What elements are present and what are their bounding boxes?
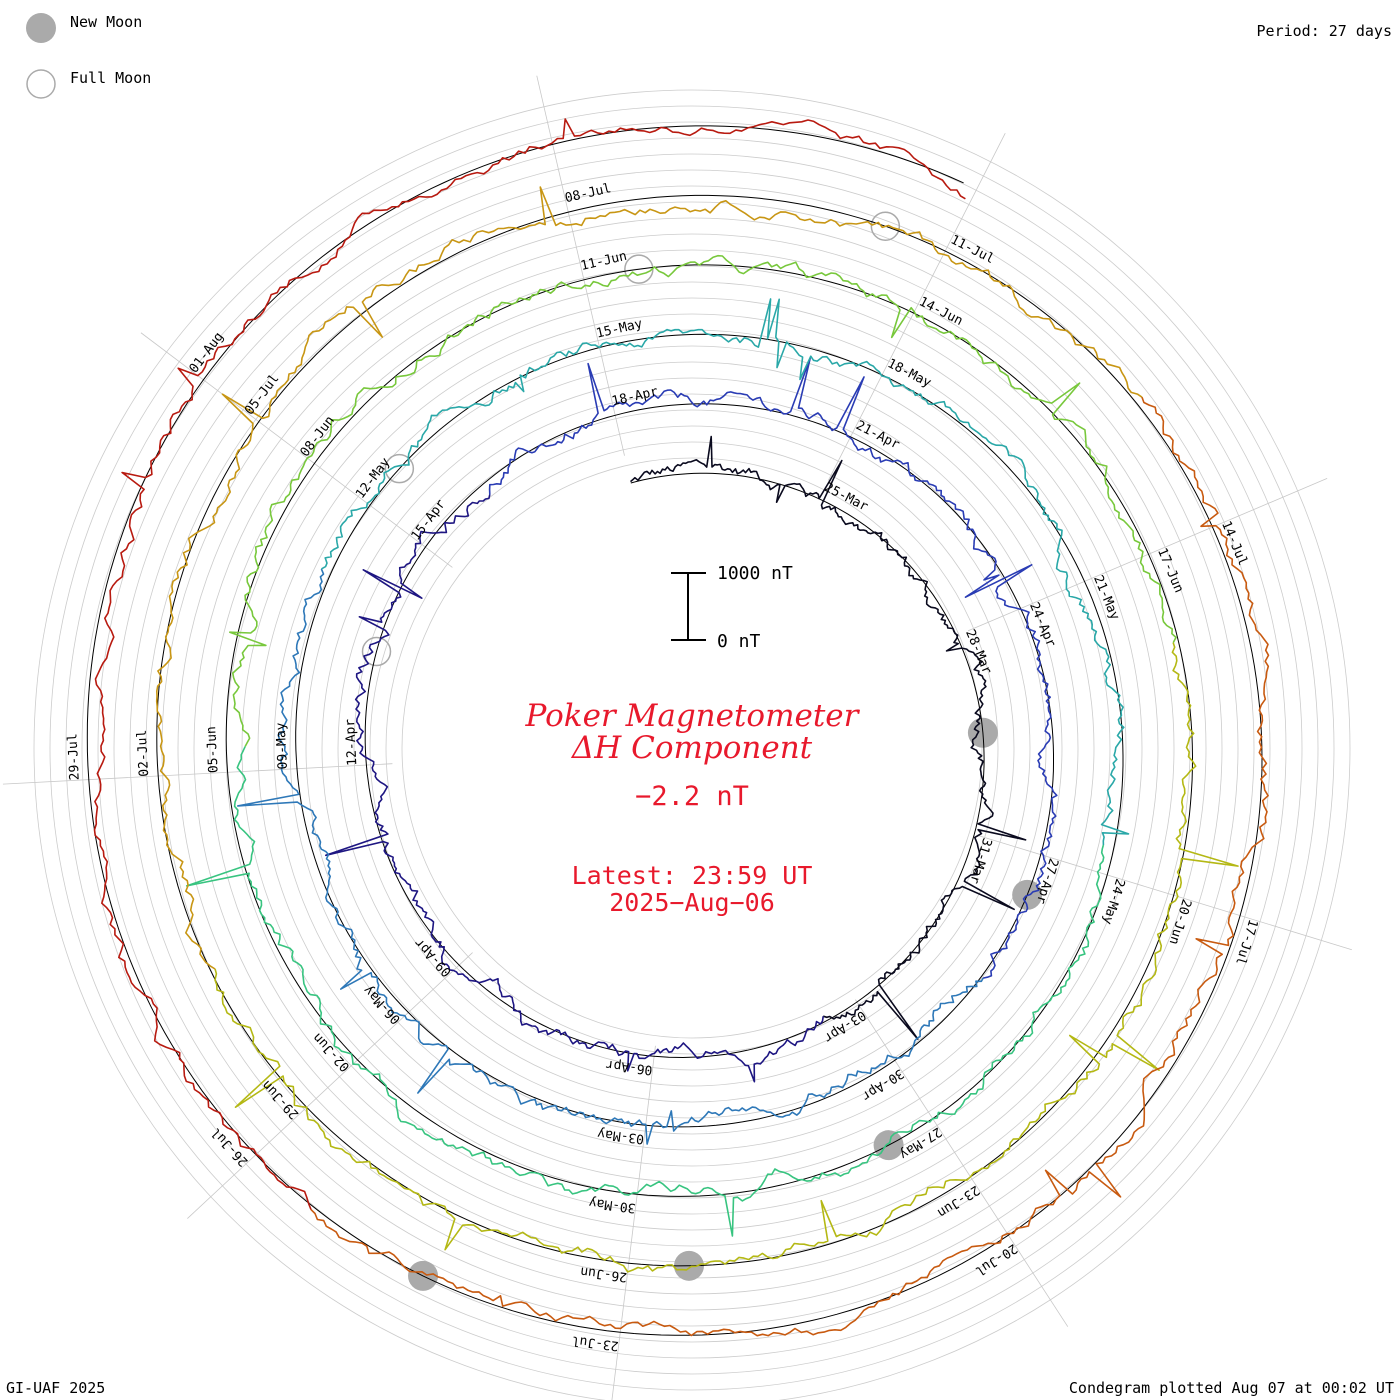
grid-ring — [81, 137, 1303, 1359]
date-label: 11-Jul — [948, 232, 997, 267]
grid-ring — [241, 297, 1143, 1199]
new-moon-legend-label: New Moon — [70, 13, 143, 31]
grid-ring — [113, 169, 1271, 1327]
date-label: 31-Mar — [966, 836, 994, 885]
date-label: 21-Apr — [853, 418, 902, 453]
date-label: 27-May — [896, 1124, 944, 1162]
scale-top-label: 1000 nT — [717, 563, 793, 584]
baseline-spiral — [86, 125, 1263, 1336]
trace-series-0 — [629, 435, 1027, 1040]
data-traces — [93, 118, 1270, 1337]
date-label: 21-May — [1090, 573, 1122, 622]
full-moon-marker — [361, 636, 392, 667]
grid-spoke — [140, 332, 453, 568]
date-label: 06-Apr — [605, 1056, 654, 1077]
scale-bottom-label: 0 nT — [717, 631, 761, 652]
grid-ring — [337, 393, 1047, 1103]
date-label: 14-Jun — [916, 294, 965, 329]
date-label: 12-Apr — [343, 718, 360, 766]
date-label: 24-May — [1099, 877, 1127, 926]
grid-ring — [129, 185, 1255, 1311]
trace-series-9 — [310, 396, 1270, 1337]
date-label: 09-May — [274, 722, 291, 770]
trace-series-8 — [155, 186, 1143, 970]
grid-ring — [353, 409, 1031, 1087]
grid-spoke — [187, 952, 473, 1219]
trace-series-3 — [237, 568, 984, 1145]
grid-ring — [33, 89, 1351, 1400]
grid-ring — [145, 201, 1239, 1295]
date-label: 30-Apr — [859, 1065, 907, 1103]
date-label: 08-Jul — [564, 181, 613, 206]
latest-date: 2025−Aug−06 — [609, 888, 775, 917]
date-label: 29-Jun — [259, 1077, 302, 1122]
grid-ring — [193, 249, 1191, 1247]
chart-grid — [33, 89, 1351, 1400]
grid-ring — [49, 105, 1335, 1391]
date-label: 18-Apr — [610, 384, 659, 409]
grid-ring — [97, 153, 1287, 1343]
date-label: 01-Aug — [187, 330, 227, 377]
date-label: 30-May — [588, 1194, 637, 1215]
trace-series-5 — [185, 746, 1105, 1237]
grid-spoke — [855, 999, 1069, 1327]
date-label: 28-Mar — [962, 628, 994, 677]
date-label: 14-Jul — [1218, 519, 1250, 568]
period-label: Period: 27 days — [1256, 22, 1392, 40]
full-moon-marker — [870, 211, 901, 241]
grid-ring — [369, 425, 1015, 1071]
grid-ring — [401, 457, 983, 1039]
date-label: 05-Jun — [204, 726, 221, 774]
date-label: 02-Jul — [135, 729, 152, 777]
center-info: Poker Magnetometer ΔH Component −2.2 nT … — [525, 698, 861, 917]
chart-title-line1: Poker Magnetometer — [525, 698, 861, 734]
full-moon-legend-label: Full Moon — [70, 69, 152, 87]
date-label: 24-Apr — [1026, 600, 1058, 649]
grid-ring — [257, 313, 1127, 1183]
full-moon-marker — [384, 453, 415, 484]
latest-time: Latest: 23:59 UT — [572, 861, 813, 890]
trace-series-1 — [325, 494, 824, 1083]
date-label: 12-May — [353, 455, 393, 502]
chart-title-line2: ΔH Component — [571, 730, 813, 766]
grid-ring — [305, 361, 1079, 1135]
footer-credit: GI-UAF 2025 — [6, 1379, 106, 1397]
baseline-curve — [86, 125, 1263, 1336]
grid-spoke — [2, 763, 393, 785]
date-label: 18-May — [885, 356, 934, 391]
grid-ring — [289, 345, 1095, 1151]
grid-spoke — [536, 75, 625, 456]
grid-ring — [385, 441, 999, 1055]
date-label: 06-May — [361, 982, 404, 1027]
date-label: 03-Apr — [821, 1007, 869, 1045]
date-label: 03-May — [596, 1125, 645, 1146]
chart-spokes — [2, 75, 1352, 1400]
grid-spoke — [827, 133, 1006, 481]
date-label: 26-Jun — [580, 1264, 628, 1285]
date-label: 23-Jul — [571, 1332, 619, 1353]
full-moon-legend-icon — [26, 69, 56, 99]
date-label: 17-Jun — [1154, 546, 1186, 595]
grid-spoke — [611, 1045, 656, 1400]
trace-series-10 — [93, 118, 966, 1210]
trace-series-2 — [488, 356, 1058, 979]
footer-plotted-time: Condegram plotted Aug 07 at 00:02 UT — [1068, 1379, 1394, 1397]
new-moon-legend-icon — [26, 13, 56, 43]
date-label: 25-Mar — [822, 480, 871, 515]
trace-series-7 — [214, 642, 1239, 1273]
date-label: 29-Jul — [65, 733, 82, 781]
grid-ring — [65, 121, 1319, 1375]
scale-bar: 1000 nT 0 nT — [671, 563, 793, 652]
grid-ring — [209, 265, 1175, 1231]
trace-series-6 — [229, 254, 1177, 747]
grid-spoke — [967, 478, 1328, 632]
current-value: −2.2 nT — [635, 781, 749, 812]
trace-series-4 — [321, 298, 1130, 846]
date-label: 11-Jun — [579, 249, 628, 274]
